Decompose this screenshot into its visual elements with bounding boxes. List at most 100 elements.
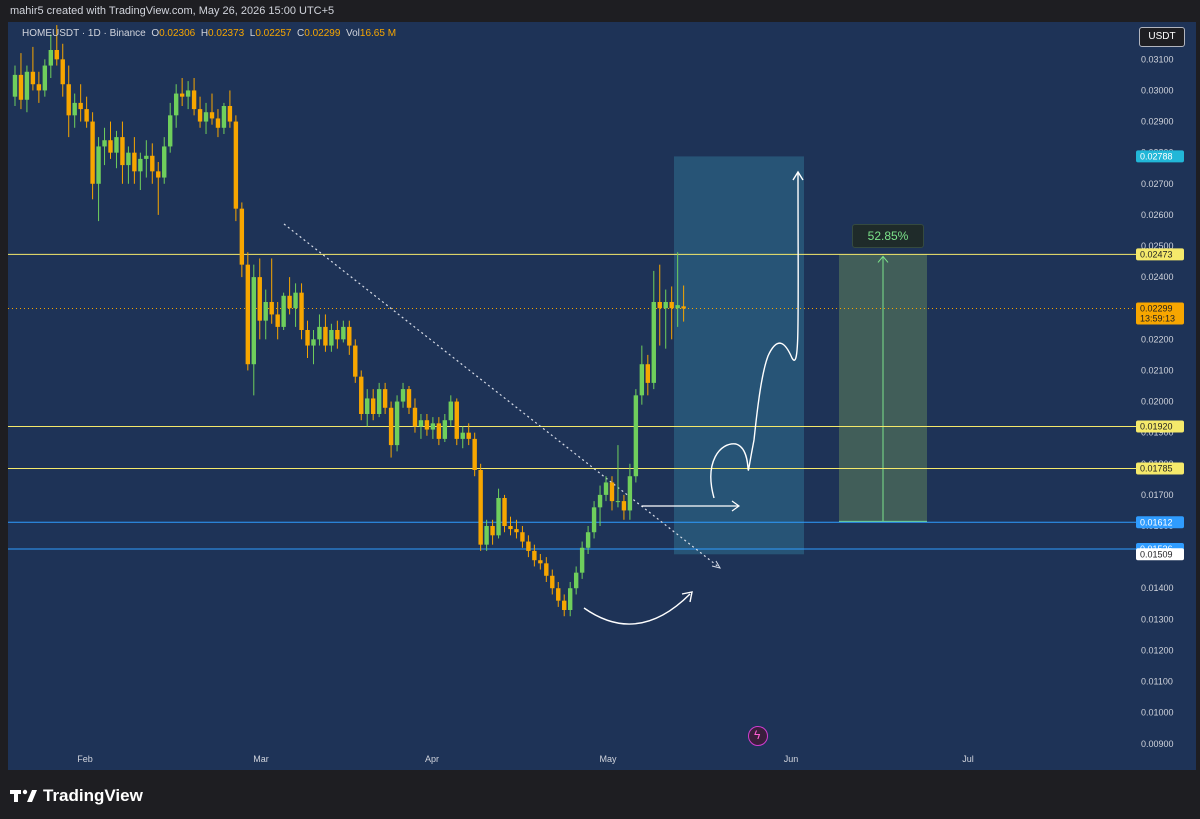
candle-body [245,264,251,365]
candle-body [436,423,442,439]
candle-body [460,432,465,439]
candle-body [418,420,424,427]
candle-body [573,572,579,589]
candle-body [299,292,304,330]
candle-body [370,398,376,414]
price-tick-label: 0.02400 [1141,272,1174,282]
candle-body [669,302,674,309]
candle-body [209,112,215,119]
price-tick-label: 0.01700 [1141,490,1174,500]
chart-frame[interactable]: 0.031000.030000.029000.028000.027000.026… [8,22,1196,770]
candle-body [621,501,627,511]
candle-body [108,140,113,153]
tradingview-logo-icon [10,789,37,802]
candle-body [138,158,143,172]
candle-body [311,339,316,346]
price-label-badge [1136,420,1184,433]
time-axis-background [8,750,1196,770]
price-label-badge [1136,150,1184,163]
candle-body [526,541,531,551]
price-label-badge [1136,302,1184,325]
candle-body [544,563,549,576]
price-label-text: 0.01920 [1140,421,1173,431]
candle-body [424,420,430,430]
candle-body [484,526,489,545]
candle-body [585,532,591,548]
candle-body [567,588,573,610]
lightning-icon[interactable]: ϟ [748,726,768,746]
candle-body [203,112,209,122]
price-axis-background [1136,22,1196,750]
candle-body [651,302,656,383]
price-label-text: 0.02299 [1140,304,1173,314]
price-tick-label: 0.02600 [1141,210,1174,220]
price-tick-label: 0.02100 [1141,365,1174,375]
candle-body [156,171,161,178]
price-label-text: 0.01785 [1140,463,1173,473]
tradingview-logo[interactable]: TradingView [10,786,143,806]
price-tick-label: 0.03000 [1141,85,1174,95]
close-value: 0.02299 [304,28,341,39]
candle-body [681,306,686,309]
candle-body [12,74,18,97]
candle-body [675,305,680,309]
candle-body [448,401,453,421]
candle-body [609,482,615,502]
symbol-legend: HOMEUSDT · 1D · Binance O0.02306 H0.0237… [22,28,397,39]
candle-body [430,423,436,430]
candle-body [78,102,83,110]
time-tick-label: Jul [962,754,974,764]
profit-percent-label: 52.85% [852,224,924,248]
price-tick-label: 0.02900 [1141,117,1174,127]
price-tick-label: 0.01300 [1141,614,1174,624]
candle-body [144,155,149,159]
candle-body [478,470,483,545]
candlestick-chart[interactable]: 0.031000.030000.029000.028000.027000.026… [8,22,1196,770]
candles [12,25,686,617]
candle-body [84,109,89,122]
candle-body [472,438,477,470]
candle-body [657,302,662,309]
candle-body [502,498,507,526]
candle-body [365,398,370,414]
candle-body [562,600,567,610]
candle-body [60,59,65,85]
candle-body [347,326,352,346]
price-tick-label: 0.01100 [1141,677,1173,687]
currency-button[interactable]: USDT [1139,27,1185,47]
time-tick-label: May [599,754,617,764]
price-tick-label: 0.01900 [1141,428,1174,438]
candle-body [221,106,227,128]
candle-body [239,208,245,265]
attribution-text: mahir5 created with TradingView.com, May… [10,5,335,17]
candle-body [275,314,280,327]
projection-path [710,171,799,499]
candle-body [251,277,256,365]
candle-body [54,50,59,60]
candle-body [466,432,471,439]
countdown-text: 13:59:13 [1140,314,1175,324]
projection-arrowhead [792,170,804,181]
low-value: 0.02257 [255,28,292,39]
candle-body [96,146,101,184]
candle-body [102,140,107,147]
candle-body [36,84,42,91]
candle-body [281,295,286,327]
footer-bar: TradingView [0,772,1200,819]
candle-body [615,501,621,503]
candle-body [335,330,340,340]
candle-body [30,71,36,85]
candle-body [185,90,191,97]
price-tick-label: 0.02000 [1141,397,1174,407]
candle-body [538,560,543,564]
candle-body [48,50,54,66]
rounding-bottom-arc [583,593,691,625]
candle-body [597,494,603,508]
candle-body [257,277,262,321]
candle-body [287,295,292,309]
candle-body [627,476,633,511]
candle-body [550,575,555,589]
candle-body [490,526,495,536]
candle-body [173,93,179,116]
candle-body [197,109,203,122]
